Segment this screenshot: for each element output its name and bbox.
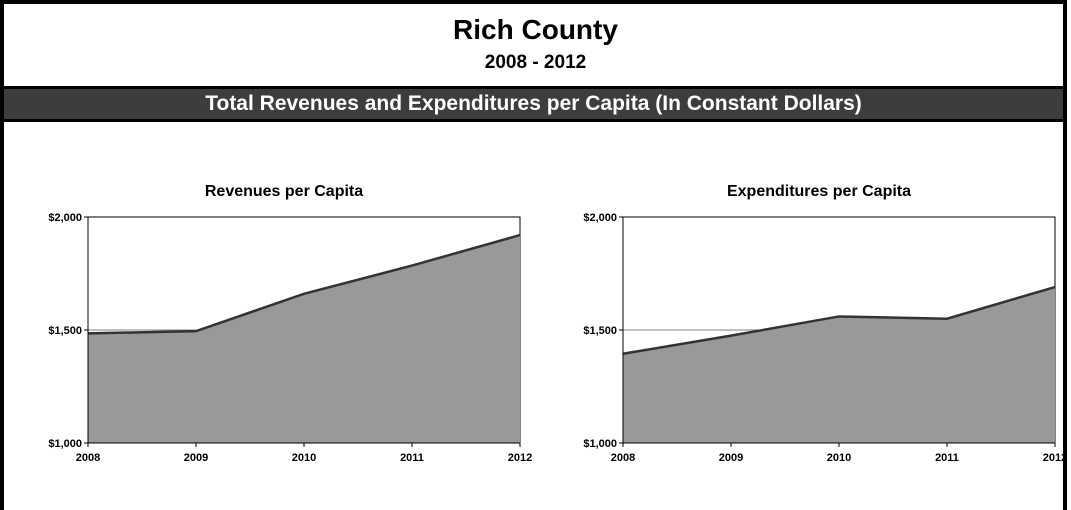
y-tick-label: $1,000 [48,438,82,450]
expenditures-chart: Expenditures per Capita $1,000 $1,500 $2,00… [555,170,1071,470]
y-tick-label: $1,000 [583,438,617,450]
x-tick-label: 2008 [76,452,100,464]
x-tick-label: 2009 [719,452,743,464]
page-title: Rich County [0,14,1071,46]
y-tick-label: $1,500 [583,325,617,337]
x-tick-label: 2012 [1043,452,1067,464]
y-tick-label: $2,000 [583,212,617,224]
x-tick-label: 2010 [827,452,851,464]
x-tick-label: 2012 [508,452,532,464]
revenues-chart: Revenues per Capita $1,000 $1,500 $2,000 200… [20,170,540,470]
y-tick-label: $1,500 [48,325,82,337]
chart-title: Revenues per Capita [205,183,363,200]
x-tick-label: 2011 [935,452,959,464]
page-subtitle: 2008 - 2012 [0,52,1071,74]
chart-title: Expenditures per Capita [727,183,911,200]
x-tick-label: 2009 [184,452,208,464]
x-tick-label: 2011 [400,452,424,464]
x-tick-label: 2010 [292,452,316,464]
x-tick-label: 2008 [611,452,635,464]
section-banner: Total Revenues and Expenditures per Capi… [4,86,1063,122]
y-tick-label: $2,000 [48,212,82,224]
